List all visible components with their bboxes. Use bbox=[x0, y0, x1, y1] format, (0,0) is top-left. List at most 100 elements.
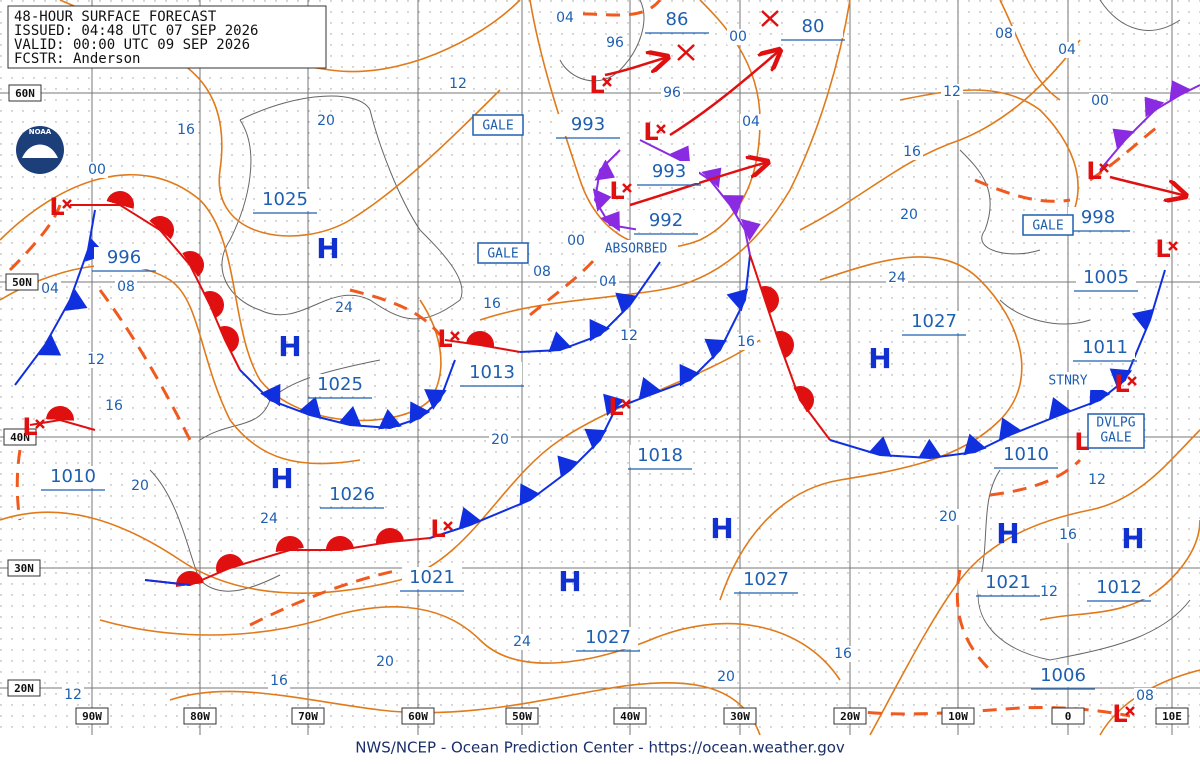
troughs bbox=[8, 0, 1161, 718]
lon-label-bg bbox=[833, 707, 867, 725]
isobar-label: 20 bbox=[900, 207, 918, 223]
central-pressure: 1005 bbox=[1083, 267, 1129, 288]
pressure-bg bbox=[1033, 665, 1093, 687]
high-center: H bbox=[278, 330, 301, 363]
pressure-bg bbox=[736, 569, 796, 591]
note-bg bbox=[1026, 372, 1110, 390]
lat-label-bg bbox=[7, 559, 41, 577]
isobar-label: 08 bbox=[117, 279, 135, 295]
lon-label: 50W bbox=[512, 710, 532, 723]
isobar-label: 16 bbox=[105, 398, 123, 414]
central-pressure: 1013 bbox=[469, 362, 515, 383]
lon-label: 70W bbox=[298, 710, 318, 723]
isobar-label-bg bbox=[1056, 42, 1078, 58]
lat-label-bg bbox=[5, 273, 39, 291]
lon-label-bg bbox=[613, 707, 647, 725]
lon-label: 0 bbox=[1065, 710, 1072, 723]
isobar-label-bg bbox=[597, 274, 619, 290]
central-pressure: 1027 bbox=[743, 569, 789, 590]
isobar-label: 12 bbox=[64, 687, 82, 703]
isobar-label: 12 bbox=[1088, 472, 1106, 488]
labels: 60N 50N 40N 30N 20N 90W 80W 70W 60W 50W 40W 30W 20W 1… bbox=[3, 9, 1189, 728]
pressure-bg bbox=[639, 161, 699, 183]
central-pressure: 1026 bbox=[329, 484, 375, 505]
central-pressure: 1010 bbox=[50, 466, 96, 487]
pressure-bg bbox=[255, 189, 315, 211]
low-x bbox=[35, 419, 45, 429]
isobar-label-bg bbox=[740, 114, 762, 130]
header-line: FCSTR: Anderson bbox=[14, 51, 140, 67]
pressure-bg bbox=[462, 362, 522, 384]
isobar-label: 12 bbox=[620, 328, 638, 344]
pressure-bg bbox=[978, 572, 1038, 594]
central-pressure: 993 bbox=[571, 114, 605, 135]
isobar-label-bg bbox=[489, 432, 511, 448]
high-center: H bbox=[1121, 522, 1144, 555]
low-x bbox=[62, 199, 72, 209]
isobar-label-bg bbox=[39, 281, 61, 297]
isobar-label-bg bbox=[554, 10, 576, 26]
isobar-label-bg bbox=[832, 646, 854, 662]
pressure-bg bbox=[402, 567, 462, 589]
isobar-label-bg bbox=[115, 279, 137, 295]
low-x bbox=[656, 124, 666, 134]
isobar-label: 12 bbox=[1040, 584, 1058, 600]
low-center: L bbox=[609, 177, 624, 205]
map-background bbox=[0, 0, 1200, 735]
pressure-bg bbox=[578, 627, 638, 649]
isobar-label: 04 bbox=[556, 10, 574, 26]
high-center: H bbox=[710, 512, 733, 545]
pressure-bg bbox=[636, 210, 696, 232]
isobar-label-bg bbox=[618, 328, 640, 344]
lat-label: 20N bbox=[14, 682, 34, 695]
low-center: L bbox=[22, 413, 37, 441]
isobar-label-bg bbox=[941, 84, 963, 100]
isobar-label-bg bbox=[565, 233, 587, 249]
lon-label: 40W bbox=[620, 710, 640, 723]
pressure-bg bbox=[647, 9, 707, 31]
low-center: L bbox=[608, 393, 623, 421]
central-pressure: 998 bbox=[1081, 207, 1115, 228]
low-x bbox=[450, 331, 460, 341]
low-x bbox=[622, 183, 632, 193]
lon-label: 20W bbox=[840, 710, 860, 723]
isobar-label: 24 bbox=[513, 634, 531, 650]
pressure-bg bbox=[558, 114, 618, 136]
low-center: L bbox=[1114, 370, 1129, 398]
isobar-label: 04 bbox=[742, 114, 760, 130]
gale-label: GALE bbox=[1032, 219, 1063, 234]
central-pressure: 1021 bbox=[409, 567, 455, 588]
front-note: ABSORBED bbox=[605, 242, 668, 257]
lon-label: 10E bbox=[1162, 710, 1182, 723]
lon-label-bg bbox=[75, 707, 109, 725]
logo-text: NOAA bbox=[29, 128, 52, 136]
central-pressure: 1027 bbox=[911, 311, 957, 332]
central-pressure: 993 bbox=[652, 161, 686, 182]
dvlpg-gale-label: GALE bbox=[1100, 431, 1131, 446]
pressure-bg bbox=[43, 466, 103, 488]
pressure-bg bbox=[783, 16, 843, 38]
lat-label-bg bbox=[3, 428, 37, 446]
low-center: L bbox=[437, 325, 452, 353]
lat-label-bg bbox=[7, 679, 41, 697]
isobar-label-bg bbox=[937, 509, 959, 525]
pressure-bg bbox=[1076, 267, 1136, 289]
isobar-label-bg bbox=[727, 29, 749, 45]
lon-label-bg bbox=[401, 707, 435, 725]
pressure-bg bbox=[322, 484, 382, 506]
isobar-label: 16 bbox=[483, 296, 501, 312]
central-pressure: 1025 bbox=[317, 374, 363, 395]
central-pressure: 1012 bbox=[1096, 577, 1142, 598]
lon-label: 90W bbox=[82, 710, 102, 723]
isobar-label: 04 bbox=[1058, 42, 1076, 58]
lon-label-bg bbox=[1155, 707, 1189, 725]
isobar-label-bg bbox=[333, 300, 355, 316]
low-x bbox=[1125, 706, 1135, 716]
front-note: STNRY bbox=[1048, 374, 1087, 389]
isobar-label: 12 bbox=[943, 84, 961, 100]
lon-label: 80W bbox=[190, 710, 210, 723]
central-pressure: 1021 bbox=[985, 572, 1031, 593]
isobar-label: 20 bbox=[376, 654, 394, 670]
isobar-label-bg bbox=[129, 478, 151, 494]
